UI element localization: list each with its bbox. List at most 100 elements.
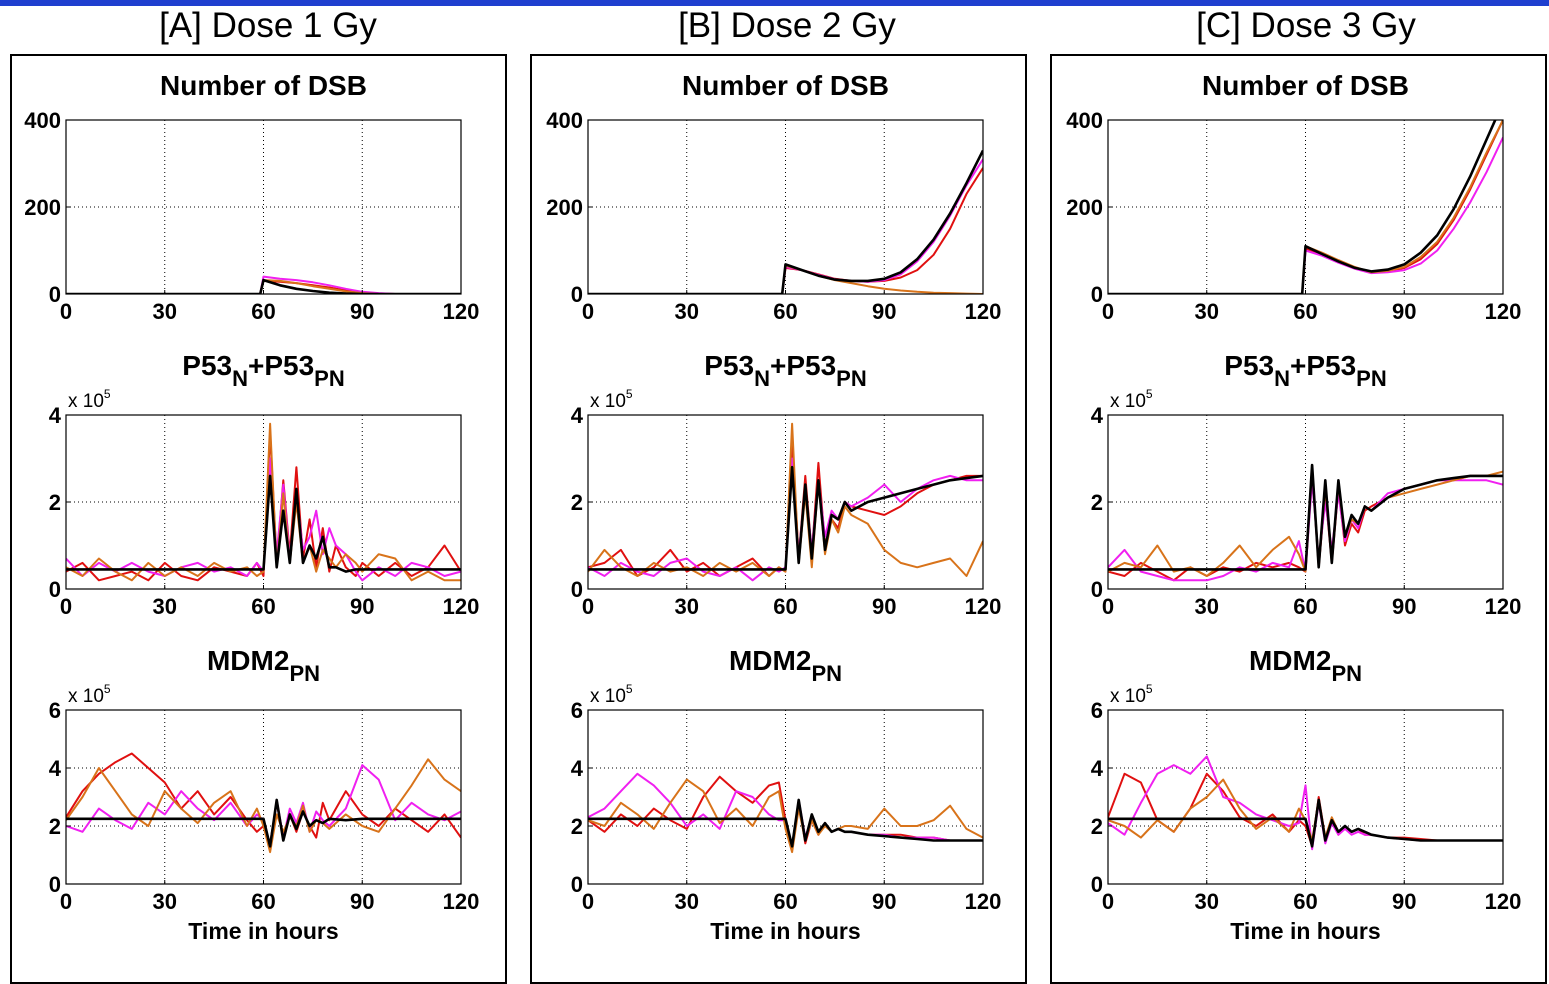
y-tick-label: 0	[1091, 872, 1103, 897]
x-tick-label: 90	[872, 889, 896, 914]
column-title-b: [B] Dose 2 Gy	[678, 6, 896, 45]
x-tick-label: 60	[251, 889, 275, 914]
y-tick-label: 0	[49, 872, 61, 897]
chart-c-1: 0 30 60 90 120 0 200 400 Number of DSB	[1066, 70, 1521, 324]
x-tick-label: 120	[1485, 299, 1522, 324]
y-tick-label: 400	[546, 108, 583, 133]
y-tick-label: 0	[571, 872, 583, 897]
plot-title-b-1: Number of DSB	[682, 70, 889, 101]
series-line-black	[588, 465, 983, 571]
y-tick-label: 0	[571, 577, 583, 602]
y-exponent-label: x 105	[68, 682, 111, 707]
y-exponent-label: x 105	[1110, 682, 1153, 707]
y-exponent-label: x 105	[590, 387, 633, 412]
y-tick-label: 400	[24, 108, 61, 133]
chart-c-3: 0 30 60 90 120 0 2 4 6 x 105 MDM2PN Time in hours	[1091, 645, 1522, 944]
x-tick-label: 90	[350, 299, 374, 324]
plot-title-a-1: Number of DSB	[160, 70, 367, 101]
x-tick-label: 60	[773, 889, 797, 914]
x-tick-label: 30	[153, 889, 177, 914]
plot-title-c-1: Number of DSB	[1202, 70, 1409, 101]
x-tick-label: 60	[773, 594, 797, 619]
x-tick-label: 90	[1392, 889, 1416, 914]
y-exponent-label: x 105	[1110, 387, 1153, 412]
x-tick-label: 0	[60, 889, 72, 914]
chart-a-1: 0 30 60 90 120 0 200 400 Number of DSB	[24, 70, 479, 324]
x-tick-label: 60	[251, 594, 275, 619]
x-tick-label: 90	[872, 299, 896, 324]
x-tick-label: 0	[582, 594, 594, 619]
plot-title-c-2: P53N+P53PN	[1224, 350, 1386, 391]
y-tick-label: 0	[49, 282, 61, 307]
y-tick-label: 4	[1091, 403, 1104, 428]
x-tick-label: 60	[1293, 594, 1317, 619]
y-tick-label: 2	[571, 490, 583, 515]
y-tick-label: 0	[571, 282, 583, 307]
series-line-black	[1108, 463, 1503, 571]
x-tick-label: 120	[1485, 594, 1522, 619]
series-line-black	[1108, 798, 1503, 848]
plot-title-b-2: P53N+P53PN	[704, 350, 866, 391]
plot-area-a-3	[66, 710, 461, 884]
x-tick-label: 120	[443, 594, 480, 619]
chart-a-3: 0 30 60 90 120 0 2 4 6 x 105 MDM2PN Time in hours	[49, 645, 480, 944]
x-tick-label: 60	[1293, 889, 1317, 914]
y-exponent-label: x 105	[590, 682, 633, 707]
x-tick-label: 0	[1102, 299, 1114, 324]
x-tick-label: 30	[1195, 594, 1219, 619]
plot-area-a-1	[66, 120, 461, 294]
y-tick-label: 0	[1091, 282, 1103, 307]
x-tick-label: 120	[443, 299, 480, 324]
x-axis-label-c-3: Time in hours	[1230, 918, 1380, 944]
x-tick-label: 30	[675, 594, 699, 619]
x-tick-label: 90	[872, 594, 896, 619]
x-tick-label: 90	[350, 889, 374, 914]
x-tick-label: 120	[965, 594, 1002, 619]
x-tick-label: 0	[582, 299, 594, 324]
x-tick-label: 0	[582, 889, 594, 914]
series-line-black	[66, 278, 461, 294]
top-accent-bar	[0, 0, 1549, 6]
y-tick-label: 2	[49, 814, 61, 839]
chart-a-2: 0 30 60 90 120 0 2 4x 105 P53N+P53PN	[49, 350, 480, 619]
series-line-black	[1108, 120, 1497, 294]
x-tick-label: 120	[965, 299, 1002, 324]
x-tick-label: 30	[1195, 299, 1219, 324]
x-tick-label: 60	[1293, 299, 1317, 324]
y-tick-label: 2	[1091, 490, 1103, 515]
y-tick-label: 4	[49, 403, 62, 428]
x-tick-label: 0	[60, 299, 72, 324]
x-tick-label: 30	[675, 299, 699, 324]
chart-b-3: 0 30 60 90 120 0 2 4 6 x 105 MDM2PN Time in hours	[571, 645, 1002, 944]
series-line-black	[66, 798, 461, 848]
y-tick-label: 2	[49, 490, 61, 515]
y-tick-label: 200	[24, 195, 61, 220]
chart-b-2: 0 30 60 90 120 0 2 4x 105 P53N+P53PN	[571, 350, 1002, 619]
y-tick-label: 4	[49, 756, 62, 781]
plot-title-a-3: MDM2PN	[207, 645, 320, 686]
plot-area-b-3	[588, 710, 983, 884]
series-line-magenta	[1108, 136, 1503, 294]
y-exponent-label: x 105	[68, 387, 111, 412]
x-tick-label: 60	[251, 299, 275, 324]
x-tick-label: 30	[675, 889, 699, 914]
x-tick-label: 0	[1102, 594, 1114, 619]
x-tick-label: 30	[153, 594, 177, 619]
plot-title-b-3: MDM2PN	[729, 645, 842, 686]
series-line-black	[588, 798, 983, 848]
x-tick-label: 120	[443, 889, 480, 914]
y-tick-label: 4	[571, 756, 584, 781]
x-axis-label-a-3: Time in hours	[188, 918, 338, 944]
x-tick-label: 120	[965, 889, 1002, 914]
y-tick-label: 6	[49, 698, 61, 723]
x-tick-label: 90	[350, 594, 374, 619]
chart-c-2: 0 30 60 90 120 0 2 4x 105 P53N+P53PN	[1091, 350, 1522, 619]
y-tick-label: 200	[1066, 195, 1103, 220]
y-tick-label: 2	[571, 814, 583, 839]
x-tick-label: 120	[1485, 889, 1522, 914]
chart-b-1: 0 30 60 90 120 0 200 400 Number of DSB	[546, 70, 1001, 324]
y-tick-label: 4	[571, 403, 584, 428]
series-line-black	[66, 474, 461, 573]
plot-title-c-3: MDM2PN	[1249, 645, 1362, 686]
